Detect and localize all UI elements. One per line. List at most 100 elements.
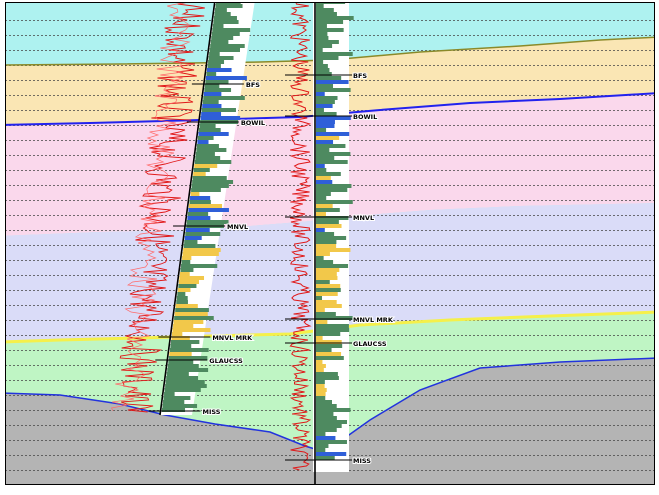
left-lithology-bar <box>162 404 198 408</box>
left-lithology-bar <box>193 172 206 176</box>
left-lithology-bar <box>182 256 192 260</box>
right-lithology-bar <box>316 284 341 288</box>
right-lithology-bar <box>316 248 351 252</box>
left-lithology-bar <box>163 396 191 400</box>
right-lithology-bar <box>316 72 332 76</box>
left-lithology-bar <box>175 304 198 308</box>
right-lithology-bar <box>316 168 327 172</box>
right-lithology-bar <box>316 8 334 12</box>
right-lithology-bar <box>316 300 337 304</box>
left-lithology-bar <box>187 216 211 220</box>
left-lithology-bar <box>169 348 209 352</box>
left-lithology-bar <box>211 36 234 40</box>
right-lithology-bar <box>316 292 338 296</box>
left-lithology-bar <box>190 192 200 196</box>
left-lithology-bar <box>164 392 175 396</box>
left-lithology-bar <box>202 104 222 108</box>
right-lithology-log[interactable] <box>316 0 354 460</box>
right-lithology-bar <box>316 104 333 108</box>
left-well-path[interactable] <box>159 0 216 416</box>
left-lithology-bar <box>190 196 211 200</box>
right-lithology-bar <box>316 436 336 440</box>
right-lithology-bar <box>316 332 341 336</box>
right-top-label-bfs: BFS <box>353 72 367 80</box>
left-lithology-bar <box>169 352 192 356</box>
right-lithology-bar <box>316 228 325 232</box>
right-lithology-bar <box>316 128 327 132</box>
mnvl-mrk-horizon-line[interactable] <box>0 310 659 344</box>
left-lithology-bar <box>210 40 229 44</box>
formation-tops: BFS BOWIL MNVL MNVL MRK GLAUCSS MISS BFS BOWIL M… <box>148 71 395 466</box>
left-lithology-bar <box>173 320 204 324</box>
left-lithology-bar <box>179 272 190 276</box>
left-lithology-bar <box>208 60 225 64</box>
right-lithology-bar <box>316 280 330 284</box>
left-lithology-bar <box>166 372 189 376</box>
right-lithology-bar <box>316 424 342 428</box>
right-lithology-bar <box>316 192 331 196</box>
right-lithology-bar <box>316 112 337 116</box>
right-lithology-bar <box>316 324 349 328</box>
right-lithology-bar <box>316 388 327 392</box>
left-top-label-mnvl: MNVL <box>227 223 248 231</box>
left-lithology-bar <box>215 4 243 8</box>
left-lithology-bar <box>198 132 229 136</box>
right-lithology-bar <box>316 288 341 292</box>
left-lithology-bar <box>181 260 191 264</box>
right-lithology-bar <box>316 428 337 432</box>
right-lithology-bar <box>316 24 327 28</box>
right-lithology-bar <box>316 216 349 220</box>
bfs-horizon-line[interactable] <box>0 36 659 66</box>
right-lithology-bar <box>316 204 333 208</box>
right-lithology-bar <box>316 384 325 388</box>
left-lithology-bar <box>161 408 186 412</box>
miss-horizon-line[interactable] <box>0 357 659 453</box>
right-lithology-bar <box>316 164 325 168</box>
right-lithology-bar <box>316 96 338 100</box>
right-lithology-bar <box>316 372 338 376</box>
left-lithology-bar <box>176 300 188 304</box>
right-lithology-bar <box>316 212 326 216</box>
right-lithology-bar <box>316 400 332 404</box>
left-lithology-bar <box>203 96 245 100</box>
left-lithology-bar <box>165 384 207 388</box>
right-lithology-bar <box>316 56 339 60</box>
right-lithology-bar <box>316 12 337 16</box>
right-lithology-bar <box>316 272 337 276</box>
right-lithology-bar <box>316 140 334 144</box>
left-lithology-bar <box>205 80 229 84</box>
right-top-label-glaucss: GLAUCSS <box>353 340 387 348</box>
right-lithology-bar <box>316 256 324 260</box>
left-gamma-log[interactable] <box>119 0 207 413</box>
right-lithology-bar <box>316 208 340 212</box>
right-lithology-bar <box>316 368 324 372</box>
right-top-label-mnvl: MNVL <box>353 214 374 222</box>
right-top-label-bowil: BOWIL <box>353 113 377 121</box>
left-lithology-bar <box>191 188 221 192</box>
left-lithology-log[interactable] <box>161 0 251 412</box>
left-lithology-bar <box>162 400 185 404</box>
right-lithology-bar <box>316 52 353 56</box>
right-gamma-log[interactable] <box>289 0 312 471</box>
left-lithology-bar <box>211 32 240 36</box>
left-lithology-bar <box>214 12 231 16</box>
left-lithology-bar <box>210 44 245 48</box>
right-lithology-bar <box>316 40 339 44</box>
left-lithology-bar <box>188 204 223 208</box>
right-lithology-bar <box>316 252 330 256</box>
left-lithology-bar <box>171 336 190 340</box>
right-lithology-bar <box>316 132 350 136</box>
left-lithology-bar <box>209 52 220 56</box>
right-lithology-bar <box>316 380 325 384</box>
left-lithology-bar <box>201 112 222 116</box>
left-lithology-bar <box>177 288 191 292</box>
left-lithology-bar <box>208 56 234 60</box>
left-lithology-bar <box>196 148 227 152</box>
left-top-label-glaucss: GLAUCSS <box>209 357 243 365</box>
right-lithology-bar <box>316 264 349 268</box>
right-lithology-bar <box>316 304 342 308</box>
right-lithology-bar <box>316 376 339 380</box>
left-lithology-bar <box>186 220 229 224</box>
